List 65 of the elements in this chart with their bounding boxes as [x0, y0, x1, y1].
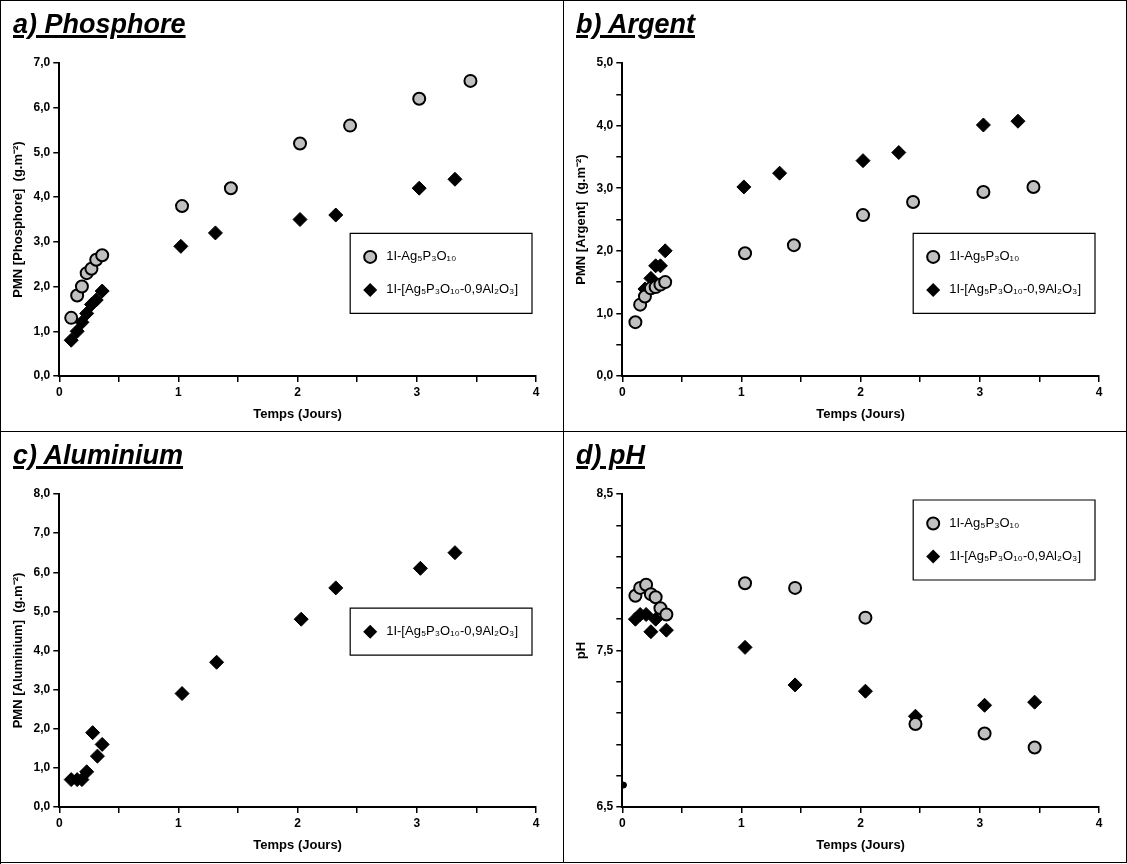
legend-label: 1I-[Ag₅P₃O₁₀-0,9Al₂O₃] — [386, 623, 519, 639]
y-axis-title: pH — [573, 641, 589, 660]
y-tick-label: 2,0 — [596, 243, 614, 258]
x-tick-label: 1 — [175, 384, 183, 399]
x-axis-title: Temps (Jours) — [816, 836, 905, 852]
x-tick-label: 4 — [1095, 384, 1103, 399]
x-tick-label: 1 — [738, 384, 746, 399]
y-tick-label: 8,0 — [33, 486, 51, 501]
y-axis-title: PMN [Argent] (g.m⁻²) — [573, 154, 589, 285]
x-tick-label: 2 — [857, 815, 865, 830]
chart-title: d) pH — [576, 440, 645, 471]
x-tick-label: 2 — [857, 384, 865, 399]
x-tick-label: 0 — [55, 384, 63, 399]
y-tick-label: 6,0 — [33, 100, 51, 115]
x-tick-label: 0 — [55, 815, 63, 830]
y-tick-label: 3,0 — [596, 180, 614, 195]
x-tick-label: 4 — [532, 384, 540, 399]
x-tick-label: 0 — [618, 384, 626, 399]
x-tick-label: 2 — [294, 815, 302, 830]
x-tick-label: 4 — [1095, 815, 1103, 830]
x-tick-label: 0 — [618, 815, 626, 830]
y-tick-label: 0,0 — [33, 368, 51, 383]
legend-label: 1I-[Ag₅P₃O₁₀-0,9Al₂O₃] — [949, 281, 1082, 297]
y-tick-label: 1,0 — [33, 323, 51, 338]
x-axis-title: Temps (Jours) — [253, 405, 342, 421]
y-tick-label: 1,0 — [596, 305, 614, 320]
legend-label: 1I-[Ag₅P₃O₁₀-0,9Al₂O₃] — [949, 548, 1082, 564]
y-axis-title: PMN [Phosphore] (g.m⁻²) — [10, 141, 26, 298]
y-tick-label: 2,0 — [33, 278, 51, 293]
legend-label: 1I-Ag₅P₃O₁₀ — [949, 515, 1020, 531]
y-axis-title: PMN [Aluminium] (g.m⁻²) — [10, 572, 26, 729]
y-tick-label: 7,5 — [596, 642, 614, 657]
x-tick-label: 3 — [413, 384, 421, 399]
x-tick-label: 3 — [976, 815, 984, 830]
chart-title: a) Phosphore — [13, 9, 186, 40]
y-tick-label: 4,0 — [33, 189, 51, 204]
y-tick-label: 4,0 — [33, 642, 51, 657]
x-tick-label: 2 — [294, 384, 302, 399]
legend-label: 1I-Ag₅P₃O₁₀ — [386, 248, 457, 264]
chart-title: b) Argent — [576, 9, 695, 40]
x-axis-title: Temps (Jours) — [253, 836, 342, 852]
y-tick-label: 6,0 — [33, 564, 51, 579]
y-tick-label: 5,0 — [33, 603, 51, 618]
y-tick-label: 5,0 — [596, 55, 614, 70]
x-tick-label: 4 — [532, 815, 540, 830]
y-tick-label: 6,5 — [596, 799, 614, 814]
y-tick-label: 0,0 — [33, 799, 51, 814]
x-tick-label: 1 — [175, 815, 183, 830]
chart-title: c) Aluminium — [13, 440, 184, 471]
y-tick-label: 7,0 — [33, 525, 51, 540]
y-tick-label: 1,0 — [33, 760, 51, 775]
y-tick-label: 0,0 — [596, 368, 614, 383]
x-tick-label: 3 — [413, 815, 421, 830]
y-tick-label: 4,0 — [596, 117, 614, 132]
y-tick-label: 5,0 — [33, 144, 51, 159]
y-tick-label: 3,0 — [33, 234, 51, 249]
x-tick-label: 1 — [738, 815, 746, 830]
x-axis-title: Temps (Jours) — [816, 405, 905, 421]
x-tick-label: 3 — [976, 384, 984, 399]
y-tick-label: 2,0 — [33, 721, 51, 736]
y-tick-label: 8,5 — [596, 486, 614, 501]
legend-label: 1I-[Ag₅P₃O₁₀-0,9Al₂O₃] — [386, 281, 519, 297]
y-tick-label: 3,0 — [33, 681, 51, 696]
legend-label: 1I-Ag₅P₃O₁₀ — [949, 248, 1020, 264]
y-tick-label: 7,0 — [33, 55, 51, 70]
